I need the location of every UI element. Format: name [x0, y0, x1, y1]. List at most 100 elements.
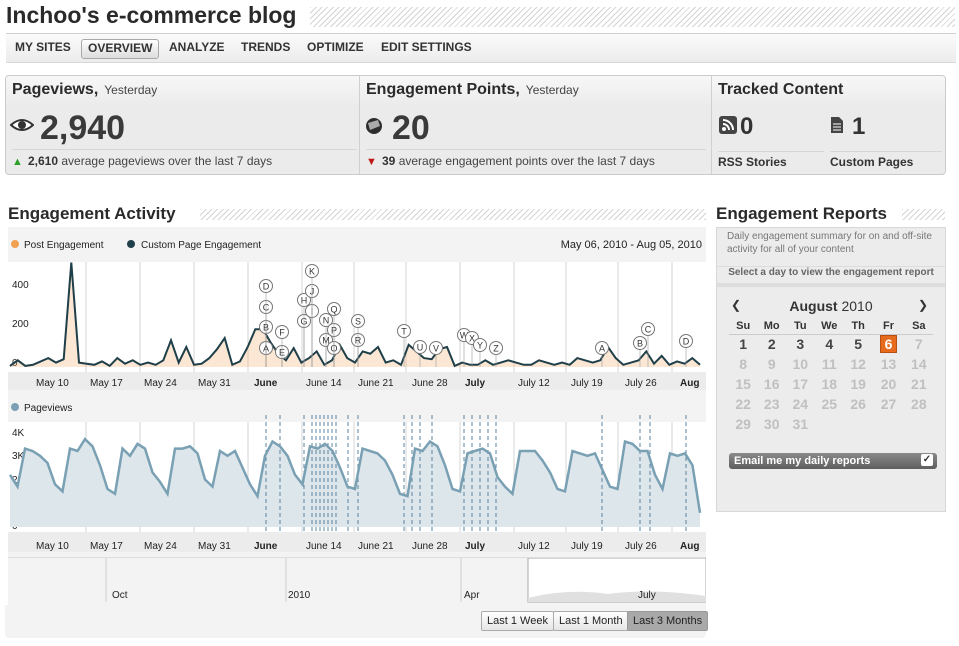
calendar-day: 8	[739, 356, 748, 372]
range-navigator-svg[interactable]: Oct 2010 Apr July	[8, 557, 707, 606]
calendar-day[interactable]: 5	[854, 336, 863, 353]
calendar-day[interactable]: 4	[825, 336, 834, 353]
custom-page-engagement-line	[9, 262, 701, 368]
x-tick-label: July 12	[518, 541, 550, 552]
engagement-period: Yesterday	[525, 83, 579, 97]
calendar-week: 15 16 17 18 19 20 21	[729, 374, 933, 394]
eye-icon	[10, 119, 34, 131]
x-tick-label: July	[465, 378, 485, 389]
calendar-week: 22 23 24 25 26 27 28	[729, 394, 933, 414]
annotation-marker[interactable]	[679, 334, 693, 348]
calendar-day[interactable]: 2	[767, 336, 776, 353]
bottom-x-axis-band	[8, 532, 706, 552]
kpi-panel: Pageviews, Yesterday 2,940 ▲ 2,610 average…	[5, 75, 946, 175]
annotation-label: X	[469, 334, 475, 344]
annotation-marker[interactable]	[641, 322, 655, 336]
annotation-label: H	[301, 296, 308, 306]
nav-my-sites[interactable]: MY SITES	[15, 40, 71, 54]
pageviews-title: Pageviews,	[12, 81, 99, 98]
last-3-months-button[interactable]: Last 3 Months	[627, 611, 709, 631]
calendar-day: 22	[735, 396, 751, 412]
calendar-day	[814, 414, 844, 434]
annotation-label: U	[417, 343, 424, 353]
navigator-label-july: July	[638, 590, 656, 601]
engagement-chart-area[interactable]: Post Engagement Custom Page Engagement M…	[8, 227, 706, 557]
annotation-marker[interactable]	[275, 325, 289, 339]
calendar-day: 13	[880, 356, 897, 372]
calendar-day	[844, 414, 872, 434]
x-tick-label: May 10	[36, 541, 69, 552]
x-tick-label: July	[465, 541, 485, 552]
x-tick-label: May 31	[198, 541, 231, 552]
prev-month-icon[interactable]: ❮	[731, 298, 742, 312]
annotation-label: K	[309, 267, 315, 277]
post-engagement-legend-marker	[11, 240, 19, 248]
x-tick-label: July 12	[518, 378, 550, 389]
weekday-header: Sa	[904, 318, 933, 335]
legend-post-engagement: Post Engagement	[24, 240, 104, 251]
x-tick-label: June 14	[306, 378, 342, 389]
pageviews-average: ▲ 2,610 average pageviews over the last 7…	[12, 149, 357, 173]
today-marker[interactable]: 6	[879, 335, 898, 354]
calendar-day[interactable]: 6	[872, 334, 904, 354]
engagement-avg-text: average engagement points over the last …	[398, 154, 655, 168]
weekday-header: Mo	[757, 318, 787, 335]
last-1-month-button[interactable]: Last 1 Month	[553, 611, 629, 631]
annotation-marker[interactable]	[327, 302, 341, 316]
engagement-avg-value: 39	[382, 154, 396, 168]
rss-stories-value: 0	[740, 113, 754, 140]
nav-overview[interactable]: OVERVIEW	[81, 39, 160, 59]
calendar-week: 8 9 10 11 12 13 14	[729, 354, 933, 374]
custom-page-legend-marker	[127, 240, 135, 248]
annotation-marker[interactable]	[351, 314, 365, 328]
calendar-day[interactable]: 1	[739, 336, 748, 353]
weekday-header: Th	[844, 318, 873, 335]
bottom-x-axis-labels: May 10 May 17 May 24 May 31 June June 14 June …	[8, 532, 706, 552]
nav-optimize[interactable]: OPTIMIZE	[307, 40, 364, 54]
engagement-average: ▼ 39 average engagement points over the l…	[366, 149, 706, 173]
annotation-marker[interactable]	[259, 279, 273, 293]
nav-trends[interactable]: TRENDS	[241, 40, 291, 54]
next-month-icon[interactable]: ❯	[918, 298, 929, 312]
title-hatch-decoration	[310, 7, 955, 27]
x-tick-label: May 10	[36, 378, 69, 389]
annotation-marker[interactable]	[595, 341, 609, 355]
calendar-day: 9	[767, 356, 776, 372]
annotation-marker[interactable]	[489, 341, 503, 355]
calendar-day	[905, 414, 933, 434]
annotation-marker[interactable]	[397, 324, 411, 338]
legend-pageviews: Pageviews	[24, 403, 72, 414]
email-daily-reports-button[interactable]: Email me my daily reports ✓	[729, 453, 937, 469]
engagement-value: 20	[392, 109, 430, 147]
annotation-marker[interactable]	[305, 264, 319, 278]
calendar-day: 17	[792, 376, 809, 392]
annotation-label: F	[279, 328, 285, 338]
range-navigator[interactable]: Oct 2010 Apr July	[8, 557, 707, 606]
custom-pages-value: 1	[852, 113, 866, 140]
annotation-marker[interactable]	[473, 338, 487, 352]
x-tick-label: May 17	[90, 541, 123, 552]
nav-edit-settings[interactable]: EDIT SETTINGS	[381, 40, 472, 54]
pageviews-avg-text: average pageviews over the last 7 days	[61, 154, 273, 168]
annotation-marker[interactable]	[319, 313, 333, 327]
calendar-day: 16	[763, 376, 780, 392]
engagement-globe-icon	[366, 118, 382, 134]
calendar-month-label: August 2010	[717, 298, 945, 314]
annotation-marker[interactable]	[297, 293, 311, 307]
x-tick-label: June	[254, 378, 278, 389]
annotation-marker[interactable]	[633, 336, 647, 350]
y-tick-200: 200	[12, 319, 29, 330]
annotation-label: B	[637, 339, 643, 349]
annotation-marker[interactable]	[429, 341, 443, 355]
calendar-day[interactable]: 3	[796, 336, 805, 353]
calendar-year: 2010	[841, 298, 873, 314]
annotation-marker[interactable]	[413, 340, 427, 354]
x-tick-label: May 24	[144, 378, 177, 389]
engagement-chart-svg[interactable]: Post Engagement Custom Page Engagement M…	[8, 227, 706, 557]
pageviews-box: Pageviews, Yesterday 2,940 ▲ 2,610 average…	[6, 76, 360, 174]
x-tick-label: July 26	[625, 541, 657, 552]
top-x-axis-band	[8, 372, 706, 390]
last-1-week-button[interactable]: Last 1 Week	[481, 611, 554, 631]
x-tick-label: June 28	[412, 378, 448, 389]
nav-analyze[interactable]: ANALYZE	[169, 40, 225, 54]
